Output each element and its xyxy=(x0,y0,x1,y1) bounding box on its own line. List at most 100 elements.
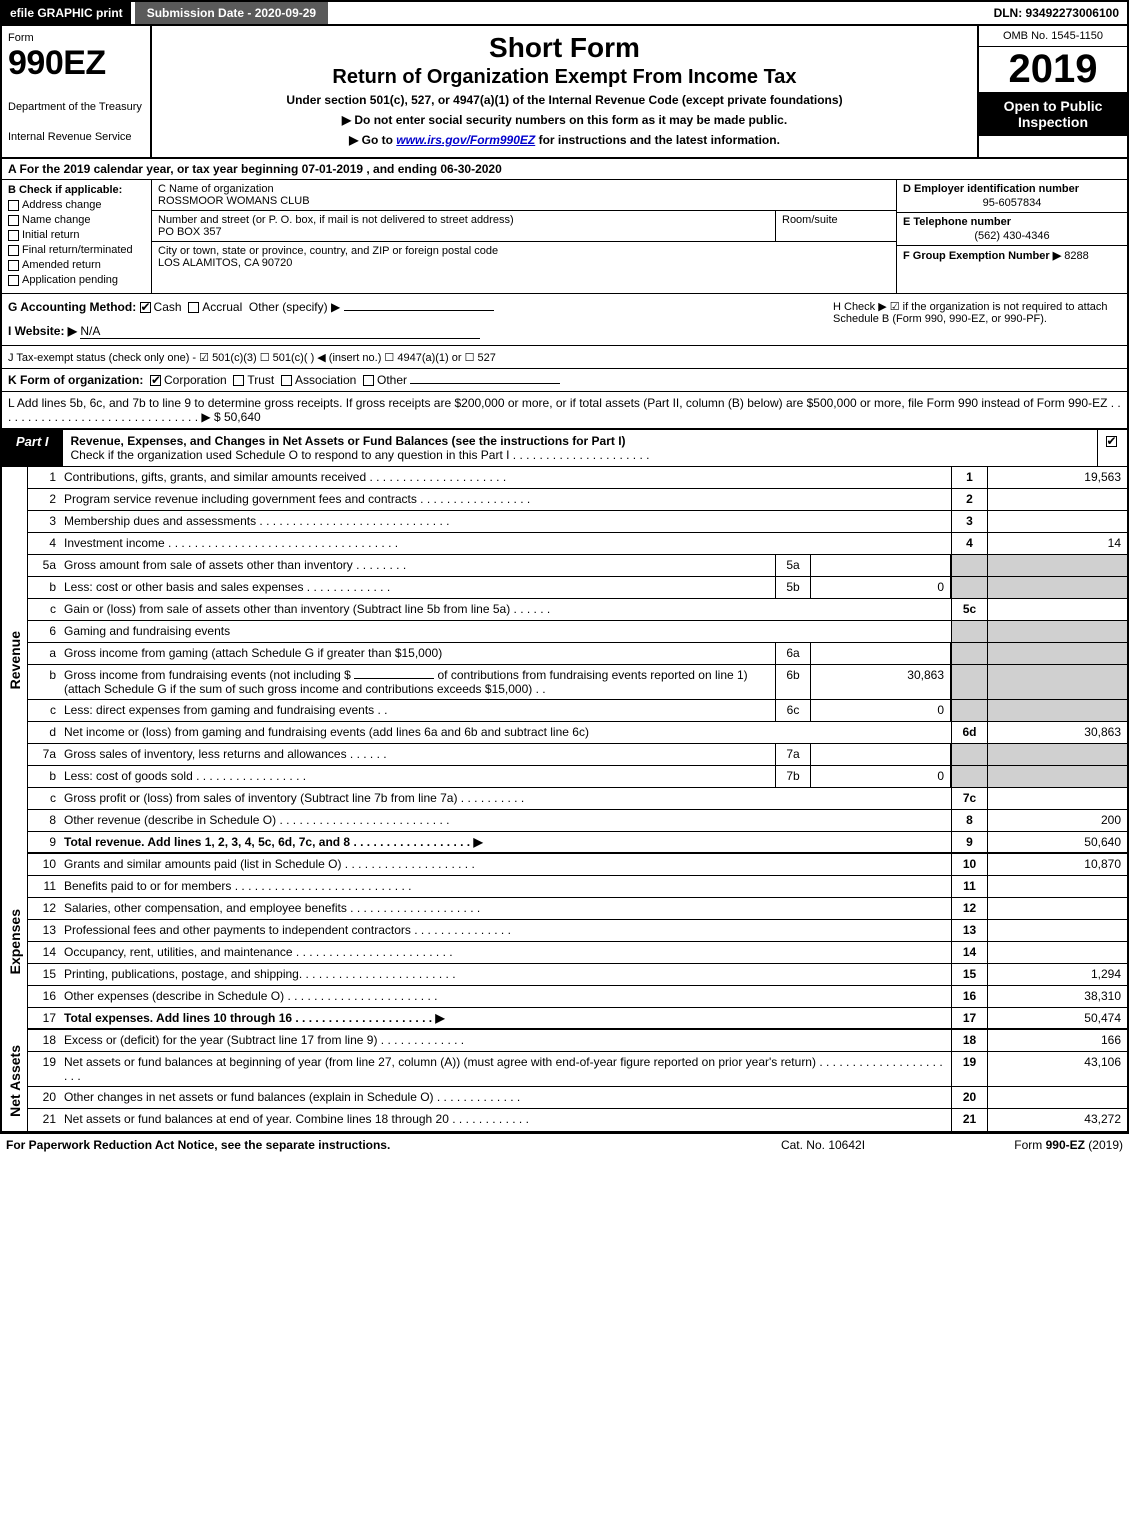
other-specify-input[interactable] xyxy=(344,310,494,311)
line-rval xyxy=(987,920,1127,941)
chk-label: Name change xyxy=(22,214,91,226)
chk-trust[interactable] xyxy=(233,375,244,386)
line-rnum: 20 xyxy=(951,1087,987,1108)
line-rval: 19,563 xyxy=(987,467,1127,488)
contributions-input[interactable] xyxy=(354,678,434,679)
chk-cash[interactable] xyxy=(140,302,151,313)
group-exemption-value: 8288 xyxy=(1064,250,1088,262)
line-mval xyxy=(811,744,951,765)
line-rval: 30,863 xyxy=(987,722,1127,743)
section-b-label: B Check if applicable: xyxy=(8,184,122,196)
line-6c: c Less: direct expenses from gaming and … xyxy=(28,700,1127,722)
chk-final-return[interactable]: Final return/terminated xyxy=(8,244,145,256)
line-desc: Less: cost of goods sold . . . . . . . .… xyxy=(60,766,775,787)
efile-graphic-print-button[interactable]: efile GRAPHIC print xyxy=(2,2,131,24)
line-num: b xyxy=(28,766,60,787)
revenue-rotated-label: Revenue xyxy=(2,467,28,854)
line-num: 2 xyxy=(28,489,60,510)
line-num: 3 xyxy=(28,511,60,532)
line-num: 17 xyxy=(28,1008,60,1028)
chk-corporation[interactable] xyxy=(150,375,161,386)
row-k: K Form of organization: Corporation Trus… xyxy=(0,369,1129,392)
assoc-label: Association xyxy=(295,373,356,387)
group-exemption-cell: F Group Exemption Number ▶ 8288 xyxy=(897,246,1127,265)
part1-sub: Check if the organization used Schedule … xyxy=(71,448,650,462)
row-gh: G Accounting Method: Cash Accrual Other … xyxy=(0,294,1129,346)
subtitle-goto: ▶ Go to www.irs.gov/Form990EZ for instru… xyxy=(160,133,969,147)
part1-tag: Part I xyxy=(2,430,63,466)
line-rnum: 6d xyxy=(951,722,987,743)
line-rval: 50,474 xyxy=(987,1008,1127,1028)
line-rval xyxy=(987,898,1127,919)
section-b: B Check if applicable: Address change Na… xyxy=(2,180,152,293)
line-8: 8 Other revenue (describe in Schedule O)… xyxy=(28,810,1127,832)
line-rval: 38,310 xyxy=(987,986,1127,1007)
line-mval: 30,863 xyxy=(811,665,951,699)
chk-name-change[interactable]: Name change xyxy=(8,214,145,226)
chk-address-change[interactable]: Address change xyxy=(8,199,145,211)
line-desc: Gross profit or (loss) from sales of inv… xyxy=(60,788,951,809)
line-num: 6 xyxy=(28,621,60,642)
other-org-input[interactable] xyxy=(410,383,560,384)
line-num: a xyxy=(28,643,60,664)
chk-initial-return[interactable]: Initial return xyxy=(8,229,145,241)
k-label: K Form of organization: xyxy=(8,373,143,387)
expenses-rotated-label: Expenses xyxy=(2,854,28,1030)
chk-label: Application pending xyxy=(22,274,118,286)
org-address-cell: Number and street (or P. O. box, if mail… xyxy=(152,211,776,241)
tax-year: 2019 xyxy=(979,47,1127,92)
line-mnum: 5b xyxy=(775,577,811,598)
line-6: 6 Gaming and fundraising events xyxy=(28,621,1127,643)
i-label: I Website: ▶ xyxy=(8,324,77,338)
line-rval-shade xyxy=(987,744,1127,765)
submission-date-button[interactable]: Submission Date - 2020-09-29 xyxy=(135,2,328,24)
line-rval: 43,106 xyxy=(987,1052,1127,1086)
line-num: c xyxy=(28,788,60,809)
omb-number: OMB No. 1545-1150 xyxy=(979,26,1127,47)
chk-application-pending[interactable]: Application pending xyxy=(8,274,145,286)
line-rnum: 13 xyxy=(951,920,987,941)
phone-value: (562) 430-4346 xyxy=(903,230,1121,242)
line-rval-shade xyxy=(987,700,1127,721)
line-desc: Other changes in net assets or fund bala… xyxy=(60,1087,951,1108)
dept-treasury: Department of the Treasury xyxy=(8,101,144,113)
other-org-label: Other xyxy=(377,373,407,387)
line-mnum: 7b xyxy=(775,766,811,787)
line-desc: Investment income . . . . . . . . . . . … xyxy=(60,533,951,554)
line-desc: Other revenue (describe in Schedule O) .… xyxy=(60,810,951,831)
line-rval: 200 xyxy=(987,810,1127,831)
line-rval-shade xyxy=(987,766,1127,787)
ein-value: 95-6057834 xyxy=(903,197,1121,209)
line-6a: a Gross income from gaming (attach Sched… xyxy=(28,643,1127,665)
line-9: 9 Total revenue. Add lines 1, 2, 3, 4, 5… xyxy=(28,832,1127,854)
line-desc: Program service revenue including govern… xyxy=(60,489,951,510)
line-desc: Net income or (loss) from gaming and fun… xyxy=(60,722,951,743)
chk-accrual[interactable] xyxy=(188,302,199,313)
chk-other-org[interactable] xyxy=(363,375,374,386)
line-rnum: 7c xyxy=(951,788,987,809)
line-5b: b Less: cost or other basis and sales ex… xyxy=(28,577,1127,599)
chk-association[interactable] xyxy=(281,375,292,386)
line-rval xyxy=(987,876,1127,897)
part1-schedule-o-check[interactable] xyxy=(1097,430,1127,466)
line-20: 20 Other changes in net assets or fund b… xyxy=(28,1087,1127,1109)
chk-amended-return[interactable]: Amended return xyxy=(8,259,145,271)
line-num: 19 xyxy=(28,1052,60,1086)
line-num: d xyxy=(28,722,60,743)
line-desc: Salaries, other compensation, and employ… xyxy=(60,898,951,919)
line-rval: 10,870 xyxy=(987,854,1127,875)
line-17: 17 Total expenses. Add lines 10 through … xyxy=(28,1008,1127,1030)
phone-label: E Telephone number xyxy=(903,216,1011,228)
accrual-label: Accrual xyxy=(202,300,242,314)
line-rnum: 19 xyxy=(951,1052,987,1086)
line-rval: 50,640 xyxy=(987,832,1127,852)
line-rnum: 8 xyxy=(951,810,987,831)
g-label: G Accounting Method: xyxy=(8,300,136,314)
line-desc: Printing, publications, postage, and shi… xyxy=(60,964,951,985)
line-num: 20 xyxy=(28,1087,60,1108)
line-5c: c Gain or (loss) from sale of assets oth… xyxy=(28,599,1127,621)
line-7a: 7a Gross sales of inventory, less return… xyxy=(28,744,1127,766)
line-num: 7a xyxy=(28,744,60,765)
irs-link[interactable]: www.irs.gov/Form990EZ xyxy=(396,133,535,147)
line-rnum: 3 xyxy=(951,511,987,532)
